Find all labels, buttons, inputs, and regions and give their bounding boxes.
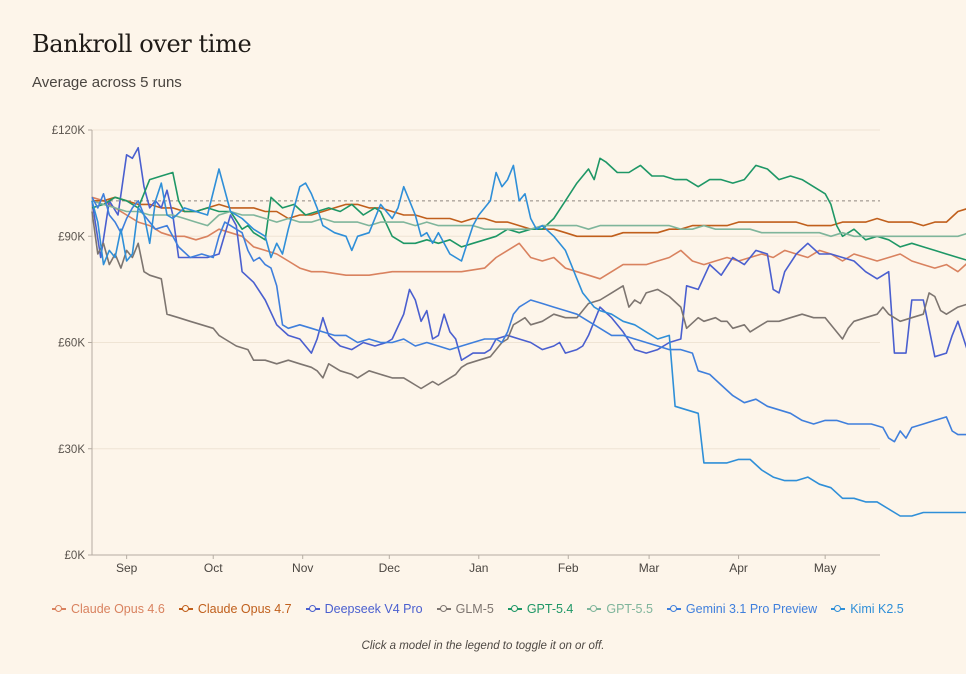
series-line [91,211,966,390]
series-glm-5 [91,211,966,390]
legend-label: Claude Opus 4.6 [71,602,165,616]
chart-legend: Claude Opus 4.6 Claude Opus 4.7 Deepseek… [52,602,904,616]
legend-swatch [52,604,66,614]
series-line [91,200,966,238]
y-tick-label: £0K [65,550,86,562]
x-tick-label: Mar [639,561,660,575]
x-tick-label: Oct [204,561,223,575]
legend-label: GPT-5.4 [526,602,574,616]
x-tick-label: Jan [469,561,488,575]
series-gpt-5-4 [91,157,966,261]
y-tick-label: £90K [58,231,85,243]
legend-item-glm-5[interactable]: GLM-5 [436,602,494,616]
legend-label: Kimi K2.5 [850,602,904,616]
legend-label: Claude Opus 4.7 [197,602,292,616]
chart-series [91,146,966,517]
x-tick-label: Apr [729,561,748,575]
legend-swatch [305,604,320,614]
series-line [91,164,966,517]
y-tick-label: £60K [58,338,85,350]
legend-item-claude-opus-4-6[interactable]: Claude Opus 4.6 [52,602,165,616]
y-tick-label: £120K [52,125,86,137]
chart-title: Bankroll over time [32,30,252,58]
series-kimi-k2-5 [91,164,966,517]
legend-swatch [507,604,522,614]
series-claude-opus-4-6 [91,196,966,280]
series-deepseek-v4-pro [91,146,966,361]
series-gemini-3-1-pro-preview [91,193,966,443]
x-tick-label: Feb [558,561,579,575]
legend-label: GPT-5.5 [606,602,653,616]
legend-item-kimi-k2-5[interactable]: Kimi K2.5 [831,602,904,616]
series-line [92,196,966,238]
legend-item-gpt-5-4[interactable]: GPT-5.4 [507,602,574,616]
chart-subtitle: Average across 5 runs [32,74,182,91]
legend-label: Gemini 3.1 Pro Preview [685,602,818,616]
bankroll-chart: £0K £30K £60K £90K £120K Sep Oct Nov Dec Jan Feb Ma… [52,125,966,575]
series-line [91,146,966,361]
series-line [91,193,966,443]
legend-item-gemini-3-1-pro-preview[interactable]: Gemini 3.1 Pro Preview [666,602,818,616]
legend-label: GLM-5 [455,602,494,616]
x-tick-label: Dec [379,561,400,575]
series-line [91,196,966,280]
y-tick-label: £30K [58,444,85,456]
series-line [91,157,966,261]
x-tick-label: Nov [292,561,313,575]
legend-item-deepseek-v4-pro[interactable]: Deepseek V4 Pro [305,602,423,616]
legend-swatch [436,604,451,614]
legend-item-gpt-5-5[interactable]: GPT-5.5 [587,602,653,616]
legend-swatch [178,604,193,614]
series-claude-opus-4-7 [92,196,966,238]
legend-item-claude-opus-4-7[interactable]: Claude Opus 4.7 [178,602,292,616]
chart-axes: £0K £30K £60K £90K £120K Sep Oct Nov Dec Jan Feb Ma… [52,125,880,575]
legend-swatch [587,604,602,614]
legend-swatch [666,604,681,614]
x-tick-label: Sep [116,561,138,575]
legend-swatch [831,604,846,614]
legend-hint: Click a model in the legend to toggle it… [361,640,605,652]
chart-grid [92,129,880,556]
series-gpt-5-5 [91,200,966,238]
x-tick-label: May [814,561,837,575]
legend-label: Deepseek V4 Pro [324,602,423,616]
